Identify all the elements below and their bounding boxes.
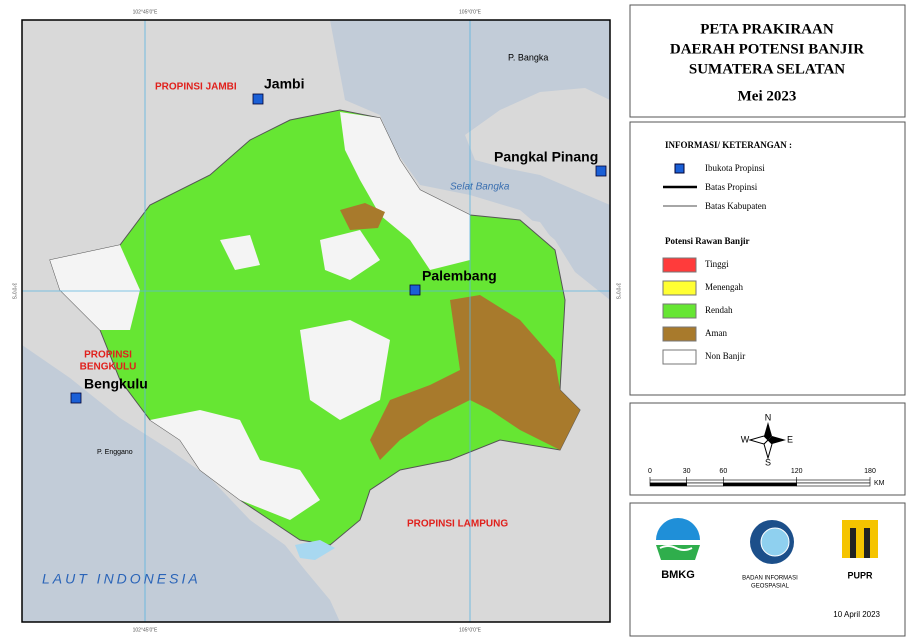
scale-unit: KM (874, 480, 885, 487)
map: 102°45'0"E 105°0'0"E 3°0'0"S 3°0'0"S 102… (11, 9, 621, 633)
compass-letter: E (787, 434, 793, 444)
compass-arrow (768, 436, 786, 444)
non-flood-area (220, 235, 260, 270)
capital-markers (70, 93, 607, 404)
scale-label: 120 (791, 468, 803, 475)
grid-label: 3°0'0"S (615, 283, 621, 300)
logo-shape (850, 528, 856, 558)
map-label: BENGKULU (80, 362, 137, 373)
logo-shape (760, 527, 790, 557)
scale-segment (686, 482, 724, 487)
grid-label: 3°0'0"S (11, 283, 17, 300)
grid-label: 102°45'0"E (133, 9, 158, 15)
scale-segment (649, 479, 687, 484)
legend-label: Non Banjir (705, 351, 745, 361)
legend-label: Rendah (705, 305, 733, 315)
logo-shape (656, 518, 700, 540)
legend-heading: Potensi Rawan Banjir (665, 236, 750, 246)
bmkg-logo: BMKG (656, 518, 700, 581)
non-flood-area (340, 112, 470, 270)
legend-swatch (662, 257, 697, 273)
logo-label: BMKG (661, 569, 695, 581)
logo-label: BADAN INFORMASI (742, 576, 798, 582)
non-flood-area (150, 410, 320, 520)
legend-categories: Tinggi Menengah Rendah Aman Non Banjir (662, 257, 745, 365)
safe-area (340, 203, 385, 230)
compass-letter: W (741, 434, 750, 444)
scale-label: 0 (648, 468, 652, 475)
grid-label: 105°0'0"E (459, 9, 482, 15)
scale-label: 60 (719, 468, 727, 475)
compass-letter: S (765, 457, 771, 467)
map-label: PROPINSI JAMBI (155, 82, 237, 93)
legend-swatch (662, 280, 697, 296)
map-label: PROPINSI (84, 350, 132, 361)
title-period: Mei 2023 (738, 88, 797, 104)
legend-swatch (662, 349, 697, 365)
map-frame (21, 19, 611, 623)
non-flood-area (50, 245, 140, 330)
island (465, 88, 610, 205)
scale-label: 30 (683, 468, 691, 475)
map-label: Pangkal Pinang (494, 149, 598, 165)
non-flood-area (300, 320, 390, 420)
legend-label: Batas Propinsi (705, 182, 758, 192)
map-label: Jambi (264, 76, 304, 92)
legend-swatch (662, 303, 697, 319)
non-flood-area (320, 230, 380, 280)
logo-shape (864, 528, 870, 558)
title-line: SUMATERA SELATAN (689, 61, 845, 77)
logo-shape (659, 545, 693, 551)
compass-letter: N (765, 412, 772, 422)
compass: N W E S (741, 412, 793, 467)
grid-label: 105°0'0"E (459, 627, 482, 633)
scale-segment (796, 479, 871, 484)
logo-label: GEOSPASIAL (751, 584, 790, 590)
date: 10 April 2023 (833, 610, 880, 619)
map-label: LAUT INDONESIA (42, 571, 201, 587)
scale-segment (723, 482, 797, 487)
legend-label: Menengah (705, 282, 743, 292)
logo-label: PUPR (847, 570, 873, 580)
scale-segment (686, 479, 724, 484)
grid-label: 102°45'0"E (133, 627, 158, 633)
legend-symbol (674, 163, 685, 174)
legend-label: Batas Kabupaten (705, 201, 767, 211)
map-label: Selat Bangka (450, 182, 510, 193)
map-label: P. Enggano (97, 449, 133, 456)
map-label: P. Bangka (508, 52, 548, 62)
scale-label: 180 (864, 468, 876, 475)
capital-marker (70, 392, 82, 404)
title-line: DAERAH POTENSI BANJIR (670, 41, 864, 57)
pupr-logo: PUPR (842, 520, 878, 580)
legend-label: Aman (705, 328, 727, 338)
scale-segment (723, 479, 797, 484)
legend-label: Ibukota Propinsi (705, 163, 765, 173)
legend-label: Tinggi (705, 259, 729, 269)
scale-segment (649, 482, 687, 487)
legend-swatch (662, 326, 697, 342)
safe-area (370, 295, 580, 460)
capital-marker (409, 284, 421, 296)
sea (22, 345, 340, 622)
map-label: Palembang (422, 268, 497, 284)
title-box (629, 4, 906, 118)
capital-marker (252, 93, 264, 105)
lake (295, 540, 335, 560)
map-label: PROPINSI LAMPUNG (407, 519, 508, 530)
scale-segment (796, 482, 871, 487)
capital-marker (595, 165, 607, 177)
logo-shape (842, 520, 878, 558)
title-line: PETA PRAKIRAAN (700, 21, 834, 37)
legend-heading: INFORMASI/ KETERANGAN : (665, 140, 792, 150)
big-logo: BADAN INFORMASI GEOSPASIAL (742, 520, 798, 590)
scale-bar: 0 30 60 120 180 KM (648, 468, 885, 487)
map-label: Bengkulu (84, 376, 148, 392)
compass-arrow (764, 422, 772, 440)
